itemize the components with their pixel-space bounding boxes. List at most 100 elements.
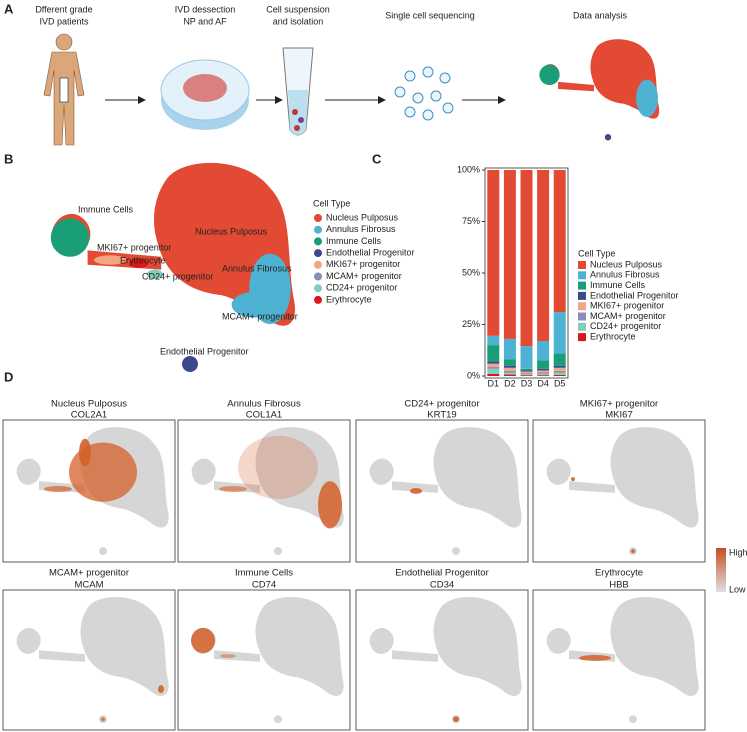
bar-segment bbox=[537, 372, 550, 374]
cells-icon bbox=[394, 66, 454, 121]
panel-label: A bbox=[4, 1, 14, 16]
umap-cells bbox=[369, 597, 522, 724]
umap-cells bbox=[546, 427, 699, 556]
legend-label: Erythrocyte bbox=[590, 331, 636, 341]
x-tick-label: D4 bbox=[537, 378, 549, 388]
plot-frame bbox=[532, 419, 706, 563]
legend-label: Nucleus Pulposus bbox=[326, 212, 399, 222]
bar-segment bbox=[503, 359, 516, 366]
feature-umap bbox=[546, 597, 699, 724]
plot-gene: COL1A1 bbox=[246, 410, 282, 421]
umap-cells bbox=[16, 597, 169, 724]
plot-frame bbox=[177, 419, 351, 563]
x-tick-label: D1 bbox=[488, 378, 500, 388]
cluster-label: Immune Cells bbox=[78, 204, 134, 214]
bar-segment bbox=[537, 370, 550, 373]
bar-segment bbox=[520, 371, 533, 374]
bar-segment bbox=[553, 353, 566, 366]
bar-segment bbox=[553, 170, 566, 313]
expression-region bbox=[410, 488, 422, 494]
bar-segment bbox=[503, 170, 516, 339]
cluster-label: MKI67+ progenitor bbox=[97, 242, 171, 252]
legend-swatch bbox=[314, 249, 322, 258]
plot-frame bbox=[355, 419, 529, 563]
legend-swatch bbox=[314, 284, 322, 293]
expression-region bbox=[44, 486, 72, 492]
plot-title: Erythrocyte bbox=[595, 568, 643, 579]
expression-region bbox=[238, 435, 318, 499]
bar-segment bbox=[503, 367, 516, 371]
y-tick-label: 50% bbox=[462, 267, 480, 277]
bar-segment bbox=[487, 363, 500, 367]
legend: Nucleus Pulposus Annulus Fibrosus Immune C… bbox=[314, 212, 415, 304]
panel-label: C bbox=[372, 151, 382, 166]
step-label: and isolation bbox=[273, 16, 324, 26]
expression-region bbox=[631, 549, 635, 554]
feature-umap bbox=[16, 427, 169, 556]
stacked-bar-chart: Cell Type 0% 25% 50% 75% 100% D1 D2 D3 D4 D5 Nucle… bbox=[457, 164, 679, 388]
bar-segment bbox=[537, 375, 550, 376]
feature-umap bbox=[369, 427, 522, 556]
legend-swatch bbox=[578, 271, 586, 280]
plot-gene: HBB bbox=[609, 580, 629, 591]
bar-segment bbox=[553, 312, 566, 354]
feature-umap bbox=[191, 597, 344, 724]
plot-gene: CD74 bbox=[252, 580, 276, 591]
bar-segment bbox=[537, 360, 550, 369]
patient-icon bbox=[43, 33, 85, 146]
plot-frame bbox=[2, 589, 176, 731]
plot-frame bbox=[177, 589, 351, 731]
bar-segment bbox=[537, 170, 550, 341]
legend-swatch bbox=[314, 260, 322, 269]
bar-segment bbox=[520, 374, 533, 376]
x-tick-label: D2 bbox=[504, 378, 516, 388]
cluster-label: Annulus Fibrosus bbox=[222, 263, 292, 273]
y-tick-label: 100% bbox=[457, 164, 480, 174]
bar-segment bbox=[503, 372, 516, 375]
expression-region bbox=[453, 716, 459, 723]
bar-segment bbox=[487, 361, 500, 364]
cluster-label: CD24+ progenitor bbox=[142, 271, 213, 281]
bar-segment bbox=[553, 365, 566, 368]
plot-title: MCAM+ progenitor bbox=[49, 568, 129, 579]
tube-icon bbox=[282, 47, 314, 136]
legend-label: CD24+ progenitor bbox=[590, 321, 661, 331]
disc-icon bbox=[160, 59, 250, 130]
expression-region bbox=[571, 477, 575, 482]
plot-frame bbox=[2, 419, 176, 563]
expression-region bbox=[318, 481, 342, 529]
bar-segment bbox=[503, 370, 516, 373]
legend-swatch bbox=[578, 312, 586, 321]
bar-segment bbox=[520, 375, 533, 376]
plot-gene: KRT19 bbox=[427, 410, 456, 421]
legend-swatch bbox=[314, 295, 322, 304]
feature-umap bbox=[369, 597, 522, 724]
expression-region bbox=[219, 486, 247, 492]
step-label: Dfferent grade bbox=[35, 4, 92, 14]
umap: Immune Cells Nucleus Pulposus MKI67+ pro… bbox=[50, 162, 415, 372]
step-label: Cell suspension bbox=[266, 4, 330, 14]
plot-frame bbox=[355, 589, 529, 731]
bar-segment bbox=[553, 374, 566, 376]
legend-label: CD24+ progenitor bbox=[326, 283, 397, 293]
expression-region bbox=[101, 717, 105, 722]
bar-segment bbox=[520, 370, 533, 372]
bar-segment bbox=[503, 365, 516, 368]
legend-swatch bbox=[578, 281, 586, 290]
legend-swatch bbox=[578, 291, 586, 300]
bar-segment bbox=[487, 373, 500, 376]
umap-cells bbox=[369, 427, 522, 556]
legend-swatch bbox=[314, 214, 322, 222]
cluster-label: MCAM+ progenitor bbox=[222, 311, 298, 321]
legend-label: Endothelial Progenitor bbox=[590, 290, 679, 300]
step-label: IVD patients bbox=[39, 16, 89, 26]
plot-title: Endothelial Progenitor bbox=[395, 568, 488, 579]
plot-gene: MCAM bbox=[74, 580, 103, 591]
step-label: Data analysis bbox=[573, 10, 628, 20]
expression-region bbox=[158, 685, 164, 693]
plot-gene: COL2A1 bbox=[71, 410, 107, 421]
panel-label: B bbox=[4, 151, 13, 166]
workflow: Dfferent grade IVD patients IVD dessecti… bbox=[35, 4, 660, 146]
plot-title: Annulus Fibrosus bbox=[227, 399, 301, 410]
panel-label: D bbox=[4, 369, 13, 384]
